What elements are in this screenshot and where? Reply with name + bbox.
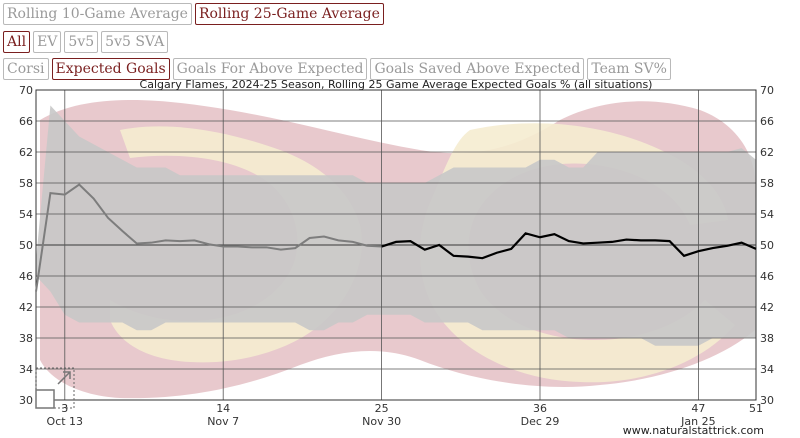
button-expected-goals[interactable]: Expected Goals — [51, 58, 170, 80]
x-date-label: Oct 13 — [47, 415, 84, 428]
x-date-label: Jan 25 — [680, 415, 715, 428]
x-tick-game-47: 47 — [691, 402, 705, 415]
button-corsi[interactable]: Corsi — [3, 58, 49, 80]
chart-title: Calgary Flames, 2024-25 Season, Rolling … — [140, 78, 653, 91]
expand-icon[interactable] — [35, 367, 75, 409]
button-goals-saved-above-expected[interactable]: Goals Saved Above Expected — [370, 58, 585, 80]
y-tick-label-left: 34 — [19, 363, 33, 376]
y-tick-label-right: 58 — [760, 177, 774, 190]
y-tick-label-right: 46 — [760, 270, 774, 283]
y-tick-label-left: 62 — [19, 146, 33, 159]
x-tick-game-14: 14 — [216, 402, 230, 415]
x-tick-game-25: 25 — [375, 402, 389, 415]
y-tick-label-right: 62 — [760, 146, 774, 159]
xg-rolling-chart: 30 34 38 42 46 50 54 58 62 66 70 30 34 38 42 46 50 54 58 6… — [19, 78, 774, 437]
source-credit: www.naturalstattrick.com — [623, 424, 764, 437]
y-tick-label-right: 42 — [760, 301, 774, 314]
y-tick-label-left: 54 — [19, 208, 33, 221]
button-rolling-10-game-average[interactable]: Rolling 10-Game Average — [3, 3, 192, 25]
y-tick-label-left: 70 — [19, 84, 33, 97]
y-tick-label-right: 66 — [760, 115, 774, 128]
button-ev[interactable]: EV — [33, 31, 62, 53]
x-tick-game-51: 51 — [749, 402, 763, 415]
x-date-label: Nov 30 — [362, 415, 401, 428]
plot-border — [35, 89, 757, 401]
button-goals-for-above-expected[interactable]: Goals For Above Expected — [172, 58, 368, 80]
y-tick-label-left: 38 — [19, 332, 33, 345]
y-tick-label-left: 58 — [19, 177, 33, 190]
y-tick-label-left: 30 — [19, 394, 33, 407]
y-tick-label-right: 30 — [760, 394, 774, 407]
y-tick-label-left: 42 — [19, 301, 33, 314]
y-tick-label-left: 66 — [19, 115, 33, 128]
y-tick-label-left: 46 — [19, 270, 33, 283]
button-5v5[interactable]: 5v5 — [64, 31, 99, 53]
average-window-buttons: Rolling 10-Game Average Rolling 25-Game A… — [3, 3, 384, 25]
y-tick-label-right: 50 — [760, 239, 774, 252]
grid-layer — [35, 89, 757, 401]
button-all[interactable]: All — [3, 31, 31, 53]
x-axis: 3 14 25 36 47 51 Oct 13 Nov 7 Nov 30 Dec 29 Jan 25 — [47, 402, 763, 428]
x-date-label: Nov 7 — [207, 415, 239, 428]
button-5v5-sva[interactable]: 5v5 SVA — [101, 31, 169, 53]
y-tick-label-right: 54 — [760, 208, 774, 221]
y-tick-label-left: 50 — [19, 239, 33, 252]
band-layer — [36, 105, 756, 346]
button-team-sv[interactable]: Team SV% — [587, 58, 671, 80]
button-rolling-25-game-average[interactable]: Rolling 25-Game Average — [194, 3, 384, 25]
x-date-label: Dec 29 — [521, 415, 560, 428]
series-layer — [35, 183, 757, 292]
series-line — [381, 232, 757, 260]
metric-buttons: Corsi Expected Goals Goals For Above Expec… — [3, 58, 671, 80]
y-axis-left: 30 34 38 42 46 50 54 58 62 66 70 — [19, 84, 33, 407]
y-tick-label-right: 38 — [760, 332, 774, 345]
x-tick-game-3: 3 — [61, 402, 68, 415]
y-tick-label-right: 70 — [760, 84, 774, 97]
x-tick-game-36: 36 — [533, 402, 547, 415]
situation-buttons: All EV 5v5 5v5 SVA — [3, 31, 169, 53]
series-line-partial — [35, 183, 382, 292]
range-band — [36, 105, 756, 346]
y-axis-right: 30 34 38 42 46 50 54 58 62 66 70 — [760, 84, 774, 407]
y-tick-label-right: 34 — [760, 363, 774, 376]
